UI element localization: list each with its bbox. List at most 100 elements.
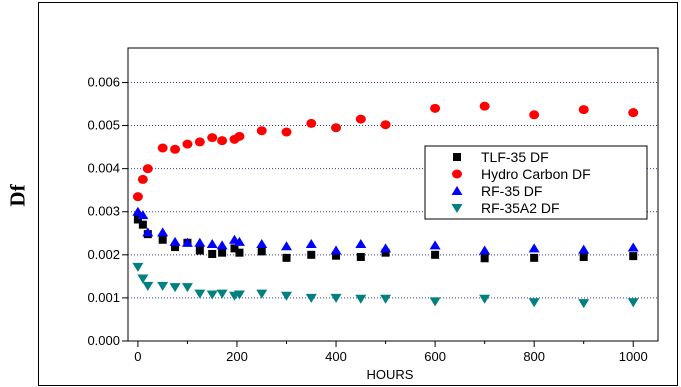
data-point-series-4 — [479, 294, 491, 304]
data-point-series-4 — [528, 298, 540, 308]
data-point-series-2 — [479, 101, 490, 111]
data-point-series-1 — [218, 248, 227, 257]
y-tick-label: 0.003 — [87, 204, 120, 219]
y-tick-label: 0.000 — [87, 333, 120, 348]
data-point-series-2 — [234, 131, 245, 141]
data-point-series-3 — [142, 227, 154, 237]
x-tick-label: 1000 — [619, 349, 648, 364]
legend-marker-4 — [451, 204, 463, 213]
y-tick-label: 0.002 — [87, 247, 120, 262]
data-point-series-3 — [281, 241, 293, 251]
data-point-series-4 — [380, 294, 392, 304]
data-point-series-2 — [281, 127, 292, 137]
data-point-series-3 — [206, 239, 218, 249]
data-point-series-2 — [137, 174, 148, 184]
data-point-series-1 — [235, 248, 244, 257]
data-point-series-1 — [208, 249, 217, 258]
data-point-series-3 — [132, 206, 144, 216]
legend-marker-2 — [452, 169, 462, 179]
data-point-series-1 — [158, 235, 167, 244]
data-point-series-3 — [137, 210, 149, 220]
data-point-series-3 — [528, 243, 540, 253]
data-point-series-4 — [256, 289, 268, 299]
data-point-series-3 — [233, 236, 245, 246]
data-point-series-4 — [181, 283, 193, 293]
data-point-series-1 — [282, 253, 291, 262]
legend-label-3: RF-35 DF — [481, 183, 542, 199]
data-point-series-4 — [233, 290, 245, 300]
data-point-series-2 — [207, 133, 218, 143]
data-point-series-2 — [578, 105, 589, 115]
data-point-series-1 — [629, 252, 638, 261]
data-point-series-4 — [429, 297, 441, 307]
data-point-series-4 — [216, 289, 228, 299]
data-point-series-4 — [330, 293, 342, 303]
data-point-series-2 — [170, 144, 181, 154]
data-point-series-1 — [133, 215, 142, 224]
data-point-series-2 — [182, 139, 193, 149]
data-point-series-2 — [331, 123, 342, 133]
y-tick-label: 0.001 — [87, 290, 120, 305]
chart-frame — [38, 2, 678, 386]
data-point-series-3 — [479, 245, 491, 255]
data-point-series-3 — [181, 237, 193, 247]
y-tick-label: 0.004 — [87, 161, 120, 176]
y-tick-label: 0.006 — [87, 74, 120, 89]
data-point-series-4 — [627, 298, 639, 308]
x-tick-label: 0 — [134, 349, 141, 364]
data-point-series-1 — [356, 252, 365, 261]
data-point-series-1 — [480, 254, 489, 263]
data-point-series-3 — [216, 240, 228, 250]
x-tick-label: 800 — [523, 349, 545, 364]
data-point-series-4 — [142, 281, 154, 291]
data-point-series-2 — [132, 192, 143, 202]
data-point-series-4 — [206, 290, 218, 300]
data-point-series-3 — [627, 242, 639, 252]
data-point-series-2 — [529, 110, 540, 120]
data-point-series-1 — [230, 244, 239, 253]
data-point-series-2 — [380, 120, 391, 130]
data-point-series-4 — [355, 294, 367, 304]
data-point-series-2 — [217, 136, 228, 146]
legend-label-2: Hydro Carbon DF — [481, 166, 591, 182]
data-point-series-1 — [195, 246, 204, 255]
data-point-series-3 — [157, 227, 169, 237]
data-point-series-2 — [194, 137, 205, 147]
x-tick-label: 200 — [226, 349, 248, 364]
data-point-series-1 — [171, 243, 180, 252]
data-point-series-4 — [157, 281, 169, 291]
data-point-series-3 — [330, 245, 342, 255]
data-point-series-3 — [355, 239, 367, 249]
data-point-series-4 — [194, 289, 206, 299]
data-point-series-2 — [306, 118, 317, 128]
data-point-series-1 — [307, 250, 316, 259]
data-point-series-1 — [530, 253, 539, 262]
legend-box — [424, 145, 648, 220]
legend-label-1: TLF-35 DF — [481, 149, 549, 165]
data-point-series-2 — [628, 108, 639, 118]
data-point-series-2 — [157, 143, 168, 153]
data-point-series-2 — [256, 126, 267, 136]
data-point-series-2 — [142, 164, 153, 174]
data-point-series-3 — [305, 239, 317, 249]
data-point-series-1 — [579, 252, 588, 261]
data-point-series-3 — [429, 240, 441, 250]
data-point-series-2 — [355, 114, 366, 124]
data-point-series-1 — [257, 247, 266, 256]
x-tick-label: 600 — [424, 349, 446, 364]
data-point-series-3 — [169, 236, 181, 246]
data-point-series-4 — [169, 283, 181, 293]
data-point-series-1 — [332, 251, 341, 260]
data-point-series-2 — [430, 103, 441, 113]
legend-marker-1 — [453, 153, 461, 161]
legend-label-4: RF-35A2 DF — [481, 200, 560, 216]
data-point-series-1 — [431, 250, 440, 259]
data-point-series-3 — [578, 244, 590, 254]
data-point-series-3 — [194, 237, 206, 247]
y-tick-label: 0.005 — [87, 118, 120, 133]
legend-marker-3 — [451, 186, 463, 195]
data-point-series-4 — [281, 291, 293, 301]
x-tick-label: 400 — [325, 349, 347, 364]
data-point-series-1 — [381, 248, 390, 257]
